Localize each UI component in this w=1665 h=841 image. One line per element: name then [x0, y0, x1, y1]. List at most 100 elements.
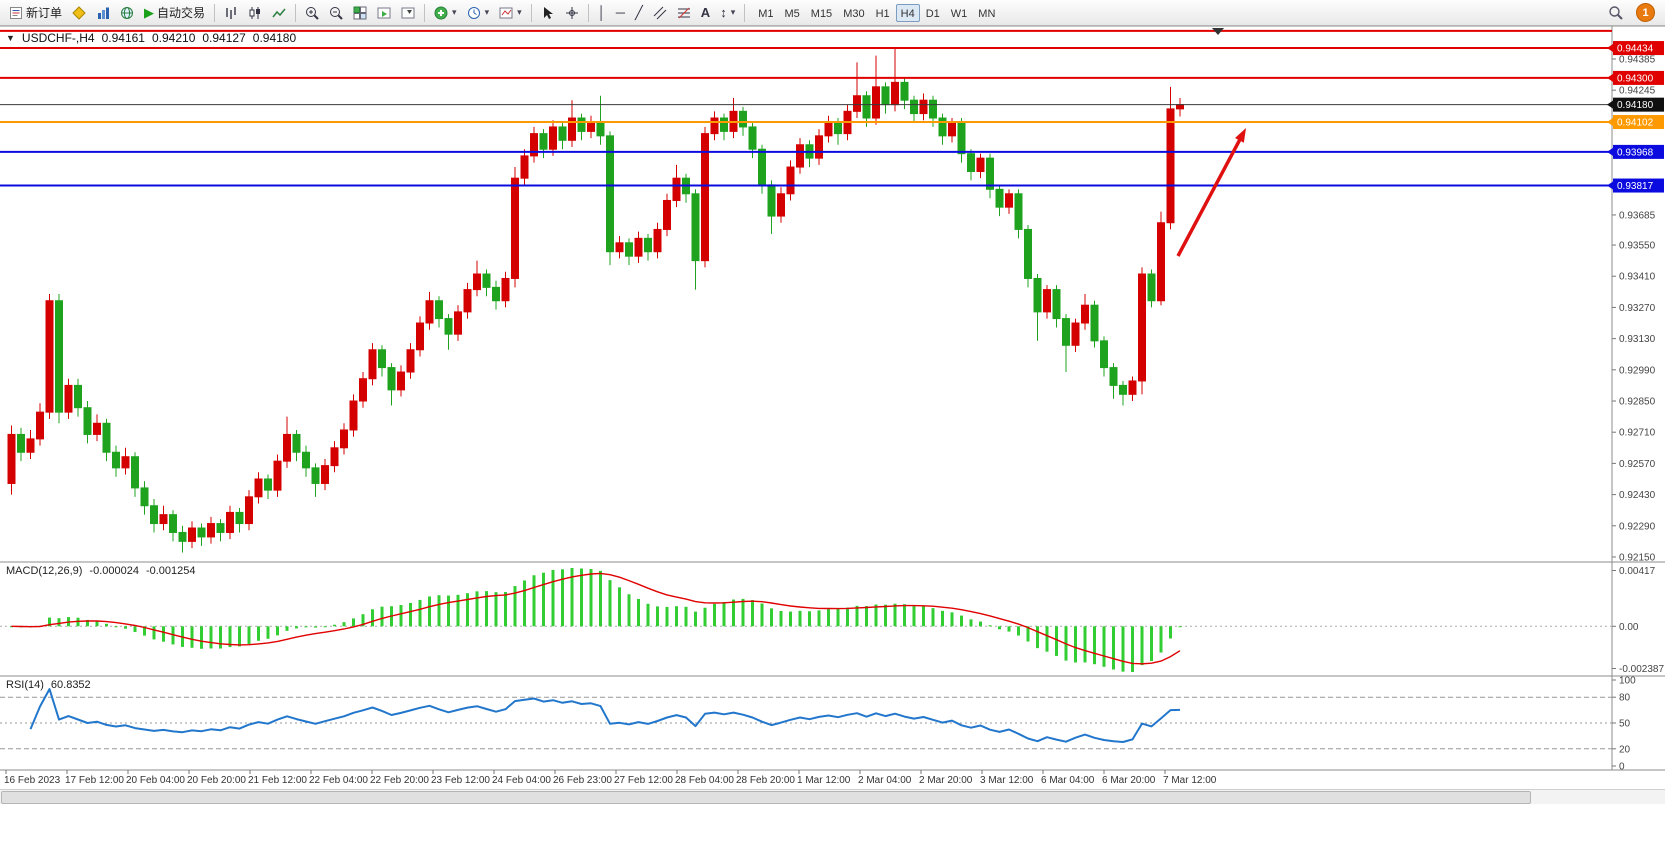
zoom-out-button[interactable] — [324, 2, 348, 23]
add-indicator-icon — [434, 6, 448, 19]
candle-body — [881, 86, 890, 106]
timeframe-button-M15[interactable]: M15 — [806, 4, 837, 22]
candle-body — [406, 349, 415, 373]
svg-text:6 Mar 20:00: 6 Mar 20:00 — [1102, 775, 1156, 786]
community-button[interactable] — [115, 2, 139, 23]
zoom-in-button[interactable] — [300, 2, 324, 23]
metaeditor-button[interactable] — [67, 2, 91, 23]
price-badge: 0.94300 — [1607, 70, 1664, 85]
candle-body — [1062, 318, 1070, 346]
trend-arrow-annotation[interactable] — [1176, 134, 1244, 257]
chart-shift-marker[interactable] — [1212, 28, 1224, 35]
candle-body — [891, 81, 899, 106]
horizontal-scrollbar — [0, 789, 1665, 804]
macd-signal-value: -0.001254 — [145, 565, 196, 577]
market-watch-button[interactable] — [91, 2, 115, 23]
cursor-button[interactable] — [536, 2, 560, 23]
price-badge: 0.94102 — [1607, 115, 1664, 130]
candle-body — [140, 487, 149, 507]
search-button[interactable] — [1603, 2, 1628, 23]
candle-body — [302, 451, 310, 469]
one-click-trading-toggle[interactable]: ▼ — [6, 33, 15, 43]
market-watch-icon — [98, 7, 110, 19]
candle-body — [159, 514, 168, 525]
candle-body — [606, 135, 614, 253]
timeframe-button-MN[interactable]: MN — [973, 4, 1000, 22]
trendline-tool-button[interactable]: ╱ — [630, 2, 648, 23]
candle-body — [625, 242, 633, 257]
toolbar-separator — [587, 3, 589, 22]
new-order-button[interactable]: 新订单 — [4, 2, 67, 23]
autoscroll-button[interactable] — [372, 2, 396, 23]
candle-body — [1071, 322, 1080, 346]
horizontal-line-icon: ─ — [615, 5, 625, 20]
toolbar-separator — [424, 3, 426, 22]
notification-badge[interactable]: 1 — [1636, 3, 1655, 22]
svg-text:0.93270: 0.93270 — [1619, 303, 1656, 314]
candle-body — [359, 378, 367, 402]
timeframe-button-H1[interactable]: H1 — [871, 4, 895, 22]
candle-body — [292, 433, 301, 453]
horizontal-line-tool-button[interactable]: ─ — [611, 2, 630, 23]
timeframe-button-M5[interactable]: M5 — [780, 4, 805, 22]
text-tool-button[interactable]: A — [696, 2, 715, 23]
dropdown-caret-icon: ▾ — [484, 7, 490, 17]
svg-text:2 Mar 20:00: 2 Mar 20:00 — [919, 775, 973, 786]
candle-body — [1119, 384, 1127, 395]
timeframe-button-W1[interactable]: W1 — [946, 4, 973, 22]
candle-body — [568, 117, 576, 141]
chart-candles-button[interactable] — [243, 2, 267, 23]
candle-body — [131, 456, 139, 489]
scrollbar-thumb[interactable] — [1, 791, 1531, 804]
candle-body — [378, 349, 386, 369]
chart-header: ▼ USDCHF-,H4 0.94161 0.94210 0.94127 0.9… — [6, 31, 296, 45]
candle-body — [74, 384, 82, 409]
candle-body — [644, 237, 652, 253]
svg-text:0.94385: 0.94385 — [1619, 54, 1656, 65]
timeframe-button-D1[interactable]: D1 — [921, 4, 945, 22]
svg-text:0.94180: 0.94180 — [1617, 100, 1654, 111]
svg-text:0.92150: 0.92150 — [1619, 552, 1656, 563]
ohlc-open: 0.94161 — [101, 31, 145, 45]
cursor-icon — [543, 6, 553, 19]
timeframe-button-M1[interactable]: M1 — [753, 4, 778, 22]
candle-body — [948, 121, 956, 137]
candle-body — [986, 157, 994, 190]
periods-button[interactable]: ▾ — [462, 2, 495, 23]
chart-shift-button[interactable] — [396, 2, 420, 23]
zoom-in-icon — [306, 6, 319, 20]
candle-body — [720, 117, 728, 132]
template-icon — [499, 7, 513, 18]
candle-body — [36, 411, 44, 440]
autotrading-button[interactable]: ▶ 自动交易 — [139, 2, 210, 23]
candle-body — [1157, 222, 1165, 302]
fibonacci-tool-button[interactable] — [672, 2, 696, 23]
candle-body — [473, 273, 481, 291]
candle-body — [520, 155, 529, 179]
candle-body — [938, 117, 947, 137]
templates-button[interactable]: ▾ — [494, 2, 527, 23]
chart-line-button[interactable] — [267, 2, 291, 23]
candle-body — [264, 478, 272, 491]
svg-text:0.94434: 0.94434 — [1617, 44, 1654, 55]
channel-tool-button[interactable] — [648, 2, 672, 23]
candle-body — [615, 242, 624, 253]
svg-text:0.93685: 0.93685 — [1619, 210, 1656, 221]
timeframe-button-H4[interactable]: H4 — [895, 3, 920, 22]
chart-bars-button[interactable] — [219, 2, 243, 23]
svg-text:23 Feb 12:00: 23 Feb 12:00 — [431, 775, 490, 786]
tile-windows-button[interactable] — [348, 2, 372, 23]
svg-text:0.92430: 0.92430 — [1619, 490, 1656, 501]
timeframe-button-M30[interactable]: M30 — [838, 4, 869, 22]
indicators-button[interactable]: ▾ — [429, 2, 462, 23]
arrows-tool-button[interactable]: ↕ ▾ — [715, 2, 740, 23]
price-badge: 0.94434 — [1607, 41, 1664, 56]
candle-body — [834, 121, 842, 135]
candle-body — [83, 407, 92, 435]
candle-body — [150, 505, 158, 525]
crosshair-button[interactable] — [560, 2, 584, 23]
svg-text:20 Feb 04:00: 20 Feb 04:00 — [126, 775, 185, 786]
candle-body — [7, 433, 16, 484]
candle-body — [539, 133, 548, 150]
vertical-line-tool-button[interactable]: │ — [593, 2, 611, 23]
